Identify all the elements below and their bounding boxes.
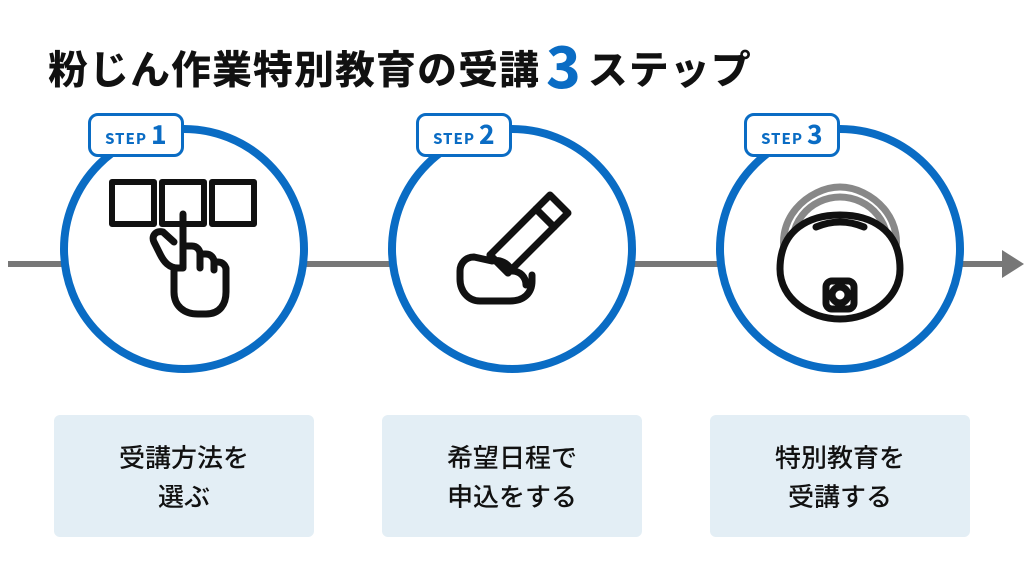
badge-word: STEP [761, 128, 803, 149]
step-2-circle: STEP 2 [388, 125, 636, 373]
dust-mask-icon [750, 169, 930, 329]
badge-num: 1 [151, 121, 167, 147]
page-title: 粉じん作業特別教育の受講 3 ステップ [48, 30, 752, 96]
badge-num: 2 [479, 121, 495, 147]
steps-row: STEP 1 受講方法を 選ぶ [0, 125, 1024, 537]
step-2: STEP 2 希望日程で 申込をする [388, 125, 636, 537]
step-1-circle: STEP 1 [60, 125, 308, 373]
step-3-circle: STEP 3 [716, 125, 964, 373]
title-number: 3 [546, 34, 582, 92]
badge-num: 3 [807, 121, 823, 147]
write-icon [432, 169, 592, 329]
badge-word: STEP [433, 128, 475, 149]
title-part2: ステップ [588, 38, 752, 96]
step-1: STEP 1 受講方法を 選ぶ [60, 125, 308, 537]
step-1-badge: STEP 1 [88, 113, 184, 157]
step-2-badge: STEP 2 [416, 113, 512, 157]
step-1-desc: 受講方法を 選ぶ [54, 415, 314, 537]
step-3-desc: 特別教育を 受講する [710, 415, 970, 537]
step-3: STEP 3 [716, 125, 964, 537]
title-part1: 粉じん作業特別教育の受講 [48, 38, 540, 96]
badge-word: STEP [105, 128, 147, 149]
choose-icon [104, 174, 264, 324]
step-2-desc: 希望日程で 申込をする [382, 415, 642, 537]
step-3-badge: STEP 3 [744, 113, 840, 157]
